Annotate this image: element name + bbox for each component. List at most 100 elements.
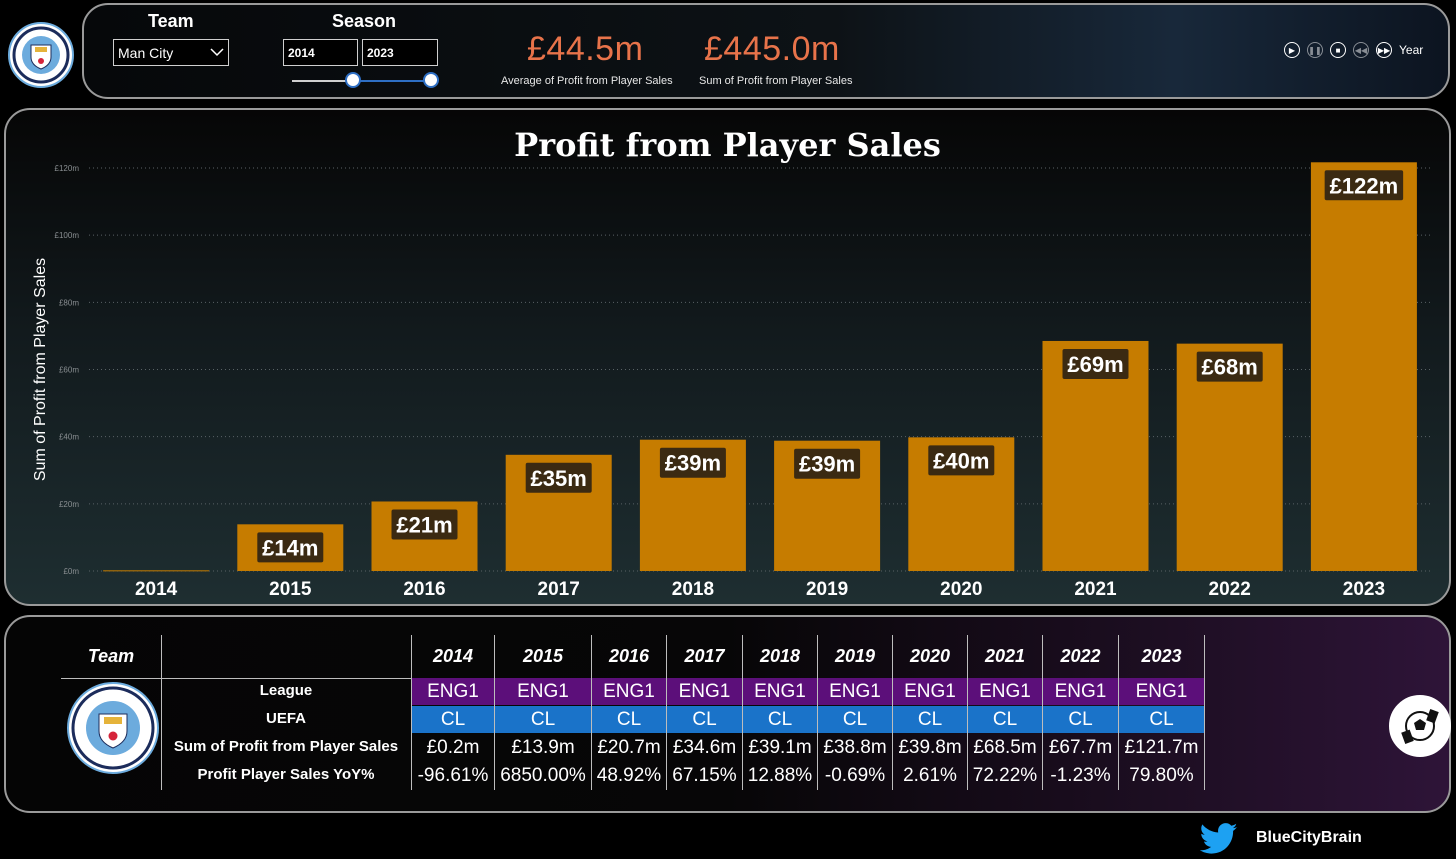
- table-divider: [1042, 635, 1043, 790]
- play-axis-label: Year: [1399, 43, 1424, 57]
- table-divider: [494, 635, 495, 790]
- season-slider-start-handle[interactable]: [345, 72, 361, 88]
- table-divider: [742, 635, 743, 790]
- x-tick-label: 2021: [1074, 579, 1117, 600]
- data-label-background: [659, 447, 726, 478]
- data-label-background: [257, 532, 324, 563]
- pause-icon[interactable]: ❚❚: [1307, 42, 1323, 58]
- league-cell: ENG1: [1119, 678, 1204, 705]
- data-label-background: [928, 445, 995, 476]
- chevron-down-icon: [210, 48, 224, 57]
- year-column-header: 2014: [432, 645, 474, 666]
- data-label-background: [1196, 351, 1263, 382]
- table-divider: [892, 635, 893, 790]
- year-column-header: 2020: [909, 645, 951, 666]
- next-icon[interactable]: ▶▶: [1376, 42, 1392, 58]
- uefa-cell: CL: [743, 706, 817, 733]
- team-filter-label: Team: [148, 11, 194, 31]
- table-divider: [1204, 635, 1205, 790]
- previous-icon[interactable]: ◀◀: [1353, 42, 1369, 58]
- x-tick-label: 2023: [1343, 579, 1385, 600]
- yoy-cell: -96.61%: [417, 765, 489, 786]
- row-label: Profit Player Sales YoY%: [197, 765, 375, 783]
- x-tick-label: 2018: [672, 579, 714, 600]
- stop-icon[interactable]: ■: [1330, 42, 1346, 58]
- bar-chart: £0m £20m £40m £60m £80m £100m £120m Sum of Prof…: [32, 162, 1431, 600]
- uefa-cell: CL: [968, 706, 1042, 733]
- season-start-input[interactable]: 2014: [283, 39, 358, 66]
- data-label-background: [1324, 170, 1404, 201]
- profit-cell: £121.7m: [1124, 737, 1199, 758]
- league-cell: ENG1: [818, 678, 892, 705]
- year-column-header: 2018: [759, 645, 801, 666]
- play-icon[interactable]: ▶: [1284, 42, 1300, 58]
- filter-panel: Team Man City Season 2014 2023 £44.5m Av…: [82, 3, 1450, 99]
- season-filter-label: Season: [332, 11, 397, 31]
- yoy-cell: 72.22%: [972, 765, 1038, 786]
- x-tick-label: 2017: [538, 579, 580, 600]
- club-crest-icon: [71, 686, 155, 770]
- data-label: £69m: [1067, 352, 1123, 377]
- league-cell: ENG1: [968, 678, 1042, 705]
- uefa-cell: CL: [818, 706, 892, 733]
- profit-cell: £68.5m: [973, 737, 1037, 758]
- league-cell: ENG1: [592, 678, 666, 705]
- uefa-cell: CL: [893, 706, 967, 733]
- table-divider: [591, 635, 592, 790]
- kpi-sum-label: Sum of Profit from Player Sales: [699, 75, 853, 87]
- club-logo-table: [67, 682, 159, 774]
- x-tick-label: 2019: [806, 579, 848, 600]
- season-slider-end-handle[interactable]: [423, 72, 439, 88]
- data-label: £35m: [531, 466, 587, 491]
- year-column-header: 2023: [1141, 645, 1182, 666]
- uefa-cell: CL: [667, 706, 742, 733]
- x-tick-label: 2015: [269, 579, 312, 600]
- team-dropdown-value: Man City: [118, 44, 174, 61]
- year-column-header: 2015: [522, 645, 564, 666]
- yoy-cell: 12.88%: [747, 765, 813, 786]
- y-tick-label: £40m: [59, 433, 79, 442]
- year-column-header: 2022: [1060, 645, 1101, 666]
- data-label: £39m: [799, 452, 855, 477]
- data-label: £21m: [396, 512, 452, 537]
- team-column-header: Team: [87, 645, 135, 666]
- football-badge: [1389, 695, 1451, 757]
- season-slider-track: [292, 80, 354, 82]
- yoy-cell: 6850.00%: [500, 765, 586, 786]
- footer-handle: BlueCityBrain: [1256, 829, 1362, 846]
- x-tick-label: 2022: [1209, 579, 1251, 600]
- kpi-average-label: Average of Profit from Player Sales: [501, 75, 673, 87]
- y-tick-label: £80m: [59, 298, 79, 307]
- season-end-input[interactable]: 2023: [362, 39, 438, 66]
- club-crest-icon: [12, 26, 70, 84]
- x-tick-label: 2016: [403, 579, 445, 600]
- y-tick-label: £60m: [59, 366, 79, 375]
- row-label: League: [259, 681, 313, 699]
- row-label: UEFA: [265, 709, 306, 727]
- league-cell: ENG1: [495, 678, 591, 705]
- twitter-bird-icon: [1200, 823, 1238, 854]
- data-label-background: [391, 509, 458, 540]
- y-tick-label: £0m: [63, 567, 79, 576]
- profit-cell: £39.1m: [748, 737, 812, 758]
- kpi-sum-value: £445.0m: [704, 30, 840, 68]
- yoy-cell: 79.80%: [1129, 765, 1194, 786]
- club-logo-top: [8, 22, 74, 88]
- data-label: £39m: [665, 451, 721, 476]
- bar: [1042, 340, 1149, 571]
- profit-cell: £34.6m: [672, 737, 737, 758]
- yoy-cell: -1.23%: [1050, 765, 1111, 786]
- play-axis-controls: ▶ ❚❚ ■ ◀◀ ▶▶ Year: [1284, 42, 1423, 58]
- x-tick-label: 2020: [940, 579, 982, 600]
- x-tick-label: 2014: [135, 579, 178, 600]
- y-tick-label: £20m: [59, 500, 79, 509]
- table-divider: [1118, 635, 1119, 790]
- football-icon: [1401, 708, 1439, 745]
- yoy-cell: 2.61%: [903, 765, 957, 786]
- data-label-background: [525, 462, 592, 493]
- year-column-header: 2017: [684, 645, 725, 666]
- profit-cell: £20.7m: [597, 737, 661, 758]
- table-divider: [161, 635, 162, 790]
- team-dropdown[interactable]: Man City: [113, 39, 229, 66]
- table-divider: [666, 635, 667, 790]
